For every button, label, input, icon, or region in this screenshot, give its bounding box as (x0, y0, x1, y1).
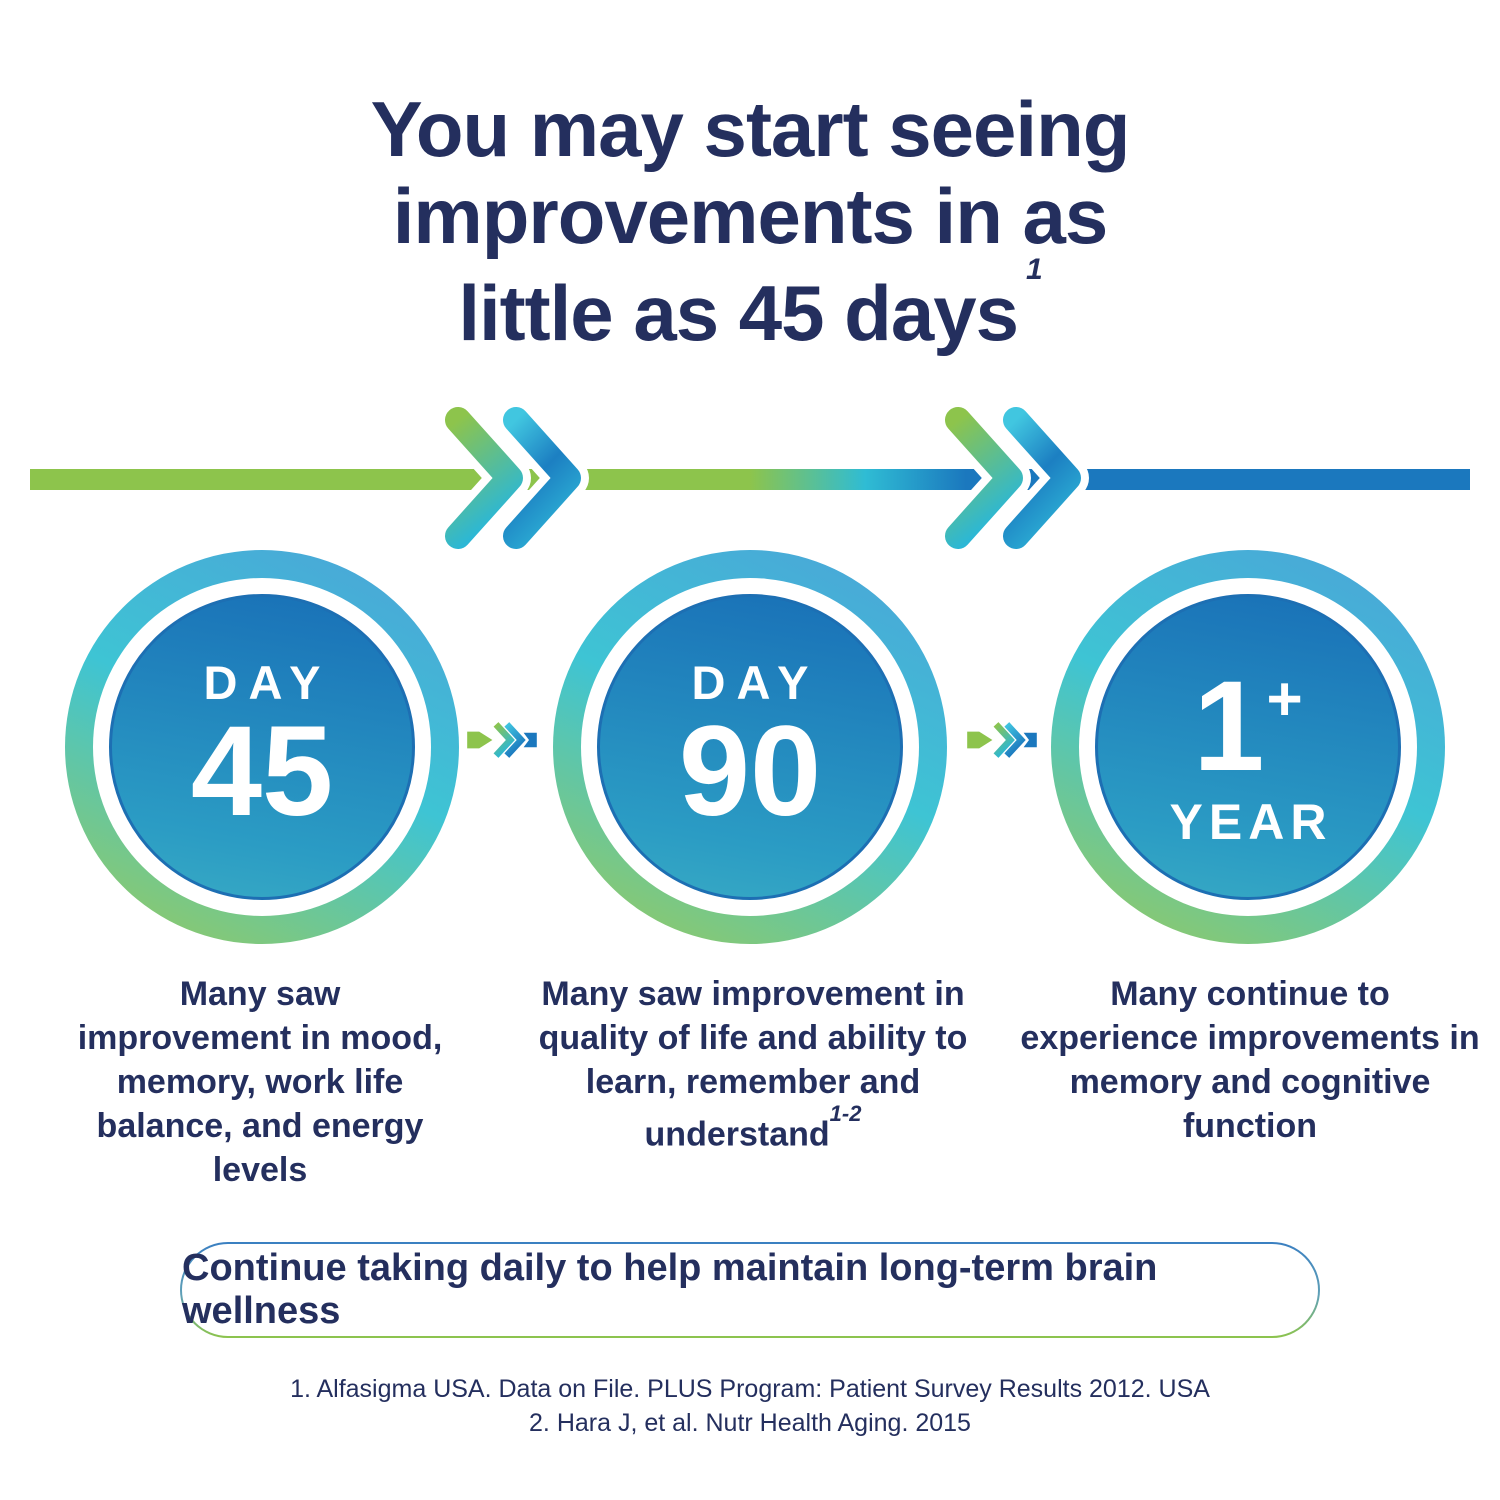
timeline-chevrons-1 (437, 402, 589, 552)
stage-description-day-90: Many saw improvement in quality of life … (538, 975, 968, 1154)
timeline-arrow-graphic (30, 402, 1470, 552)
stage-label-day: DAY (203, 655, 332, 709)
footnote-1: 1. Alfasigma USA. Data on File. PLUS Pro… (290, 1375, 1210, 1403)
stage-label-day: DAY (691, 655, 820, 709)
stage-circle-1-year: 1 + YEAR (1051, 550, 1445, 944)
description-footnote-ref: 1-2 (829, 1101, 862, 1126)
stage-description-day-45: Many saw improvement in mood, memory, wo… (77, 975, 443, 1189)
plus-sign: + (1266, 665, 1303, 734)
footnotes: 1. Alfasigma USA. Data on File. PLUS Pro… (0, 1372, 1500, 1440)
title-line-1: You may start seeing (370, 85, 1131, 173)
stage-number-1: 1 (1193, 655, 1265, 798)
timeline-line (30, 469, 1470, 490)
title-line-3: little as 45 days 1 (458, 253, 1042, 357)
stage-number-90: 90 (678, 699, 822, 843)
fast-forward-arrow-icon (467, 722, 537, 758)
footnote-2: 2. Hara J, et al. Nutr Health Aging. 201… (529, 1409, 971, 1437)
fast-forward-arrow-icon (967, 722, 1037, 758)
callout-text: Continue taking daily to help maintain l… (182, 1247, 1158, 1332)
stage-circle-day-90: DAY 90 (553, 550, 947, 944)
title-footnote-ref: 1 (1025, 253, 1043, 286)
stage-description-1-year: Many continue to experience improvements… (1020, 975, 1480, 1145)
page-title: You may start seeing improvements in as … (0, 86, 1500, 357)
timeline-chevrons-2 (937, 402, 1089, 552)
title-line-2: improvements in as (392, 172, 1109, 260)
stage-number-45: 45 (190, 699, 334, 843)
callout-box: Continue taking daily to help maintain l… (180, 1242, 1320, 1338)
stage-label-year: YEAR (1169, 794, 1333, 850)
stage-circle-day-45: DAY 45 (65, 550, 459, 944)
